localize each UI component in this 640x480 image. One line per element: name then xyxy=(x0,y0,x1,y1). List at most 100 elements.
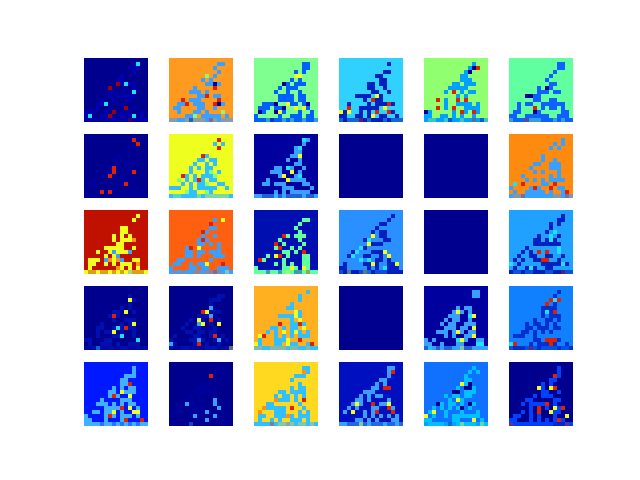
feature-pixel xyxy=(553,314,557,318)
feature-pixel xyxy=(310,342,314,346)
feature-pixel xyxy=(282,314,286,318)
feature-pixel xyxy=(124,414,128,418)
feature-pixel xyxy=(468,390,472,394)
feature-pixel xyxy=(193,406,197,410)
feature-pixel xyxy=(193,114,197,118)
feature-pixel xyxy=(270,402,274,406)
feature-pixel xyxy=(302,106,306,110)
feature-pixel xyxy=(472,66,476,70)
feature-pixel xyxy=(553,326,557,330)
feature-pixel xyxy=(128,82,132,86)
feature-pixel xyxy=(197,246,201,250)
feature-pixel xyxy=(541,390,545,394)
feature-pixel xyxy=(112,254,116,258)
feature-pixel xyxy=(278,398,282,402)
feature-pixel xyxy=(464,82,468,86)
feature-pixel xyxy=(460,102,464,106)
feature-pixel xyxy=(282,242,286,246)
feature-pixel xyxy=(213,338,217,342)
feature-map-tile xyxy=(169,58,233,122)
feature-pixel xyxy=(282,330,286,334)
feature-pixel xyxy=(290,114,294,118)
feature-pixel xyxy=(302,326,306,330)
feature-pixel xyxy=(302,262,306,266)
feature-pixel xyxy=(379,230,383,234)
feature-pixel xyxy=(565,262,569,266)
feature-pixel xyxy=(545,90,549,94)
feature-pixel xyxy=(124,178,128,182)
feature-map-tile xyxy=(169,362,233,426)
feature-pixel xyxy=(472,418,476,422)
feature-pixel xyxy=(375,258,379,262)
feature-pixel xyxy=(541,90,545,94)
feature-pixel xyxy=(302,182,306,186)
feature-pixel xyxy=(464,70,468,74)
feature-pixel xyxy=(217,338,221,342)
feature-pixel xyxy=(298,150,302,154)
feature-pixel xyxy=(537,86,541,90)
feature-pixel xyxy=(549,382,553,386)
feature-pixel xyxy=(464,102,468,106)
feature-pixel xyxy=(533,186,537,190)
feature-pixel xyxy=(266,182,270,186)
feature-pixel xyxy=(525,114,529,118)
feature-pixel xyxy=(294,374,298,378)
feature-pixel xyxy=(565,342,569,346)
feature-pixel xyxy=(209,330,213,334)
feature-pixel xyxy=(274,394,278,398)
feature-pixel xyxy=(96,334,100,338)
feature-pixel xyxy=(387,110,391,114)
feature-pixel xyxy=(387,370,391,374)
feature-pixel xyxy=(278,254,282,258)
feature-map-image xyxy=(254,58,318,122)
feature-pixel xyxy=(472,294,476,298)
feature-pixel xyxy=(274,254,278,258)
feature-pixel xyxy=(371,82,375,86)
feature-pixel xyxy=(124,390,128,394)
feature-pixel xyxy=(424,342,428,346)
feature-pixel xyxy=(549,298,553,302)
feature-pixel xyxy=(213,102,217,106)
feature-pixel xyxy=(298,158,302,162)
feature-pixel xyxy=(274,330,278,334)
feature-pixel xyxy=(383,82,387,86)
feature-pixel xyxy=(549,330,553,334)
feature-pixel xyxy=(116,154,120,158)
feature-pixel xyxy=(298,94,302,98)
feature-pixel xyxy=(541,386,545,390)
feature-pixel xyxy=(193,390,197,394)
feature-pixel xyxy=(120,258,124,262)
feature-pixel xyxy=(112,406,116,410)
feature-map-image xyxy=(339,210,403,274)
feature-pixel xyxy=(460,326,464,330)
feature-pixel xyxy=(452,322,456,326)
feature-pixel xyxy=(541,402,545,406)
feature-pixel xyxy=(525,326,529,330)
feature-pixel xyxy=(104,102,108,106)
feature-pixel xyxy=(209,302,213,306)
feature-pixel xyxy=(225,114,229,118)
feature-pixel xyxy=(197,106,201,110)
feature-pixel xyxy=(521,402,525,406)
feature-pixel xyxy=(525,190,529,194)
feature-pixel xyxy=(371,406,375,410)
feature-pixel xyxy=(274,110,278,114)
feature-pixel xyxy=(472,386,476,390)
feature-pixel xyxy=(306,254,310,258)
feature-pixel xyxy=(363,254,367,258)
feature-pixel xyxy=(553,182,557,186)
feature-pixel xyxy=(302,322,306,326)
feature-pixel xyxy=(108,94,112,98)
feature-pixel xyxy=(112,166,116,170)
feature-pixel xyxy=(217,342,221,346)
feature-pixel xyxy=(132,170,136,174)
feature-pixel xyxy=(140,110,144,114)
feature-pixel xyxy=(213,142,217,146)
feature-map-image xyxy=(169,134,233,198)
feature-pixel xyxy=(513,418,517,422)
feature-pixel xyxy=(383,234,387,238)
feature-pixel xyxy=(387,366,391,370)
feature-pixel xyxy=(132,90,136,94)
feature-pixel xyxy=(221,410,225,414)
feature-pixel xyxy=(104,330,108,334)
